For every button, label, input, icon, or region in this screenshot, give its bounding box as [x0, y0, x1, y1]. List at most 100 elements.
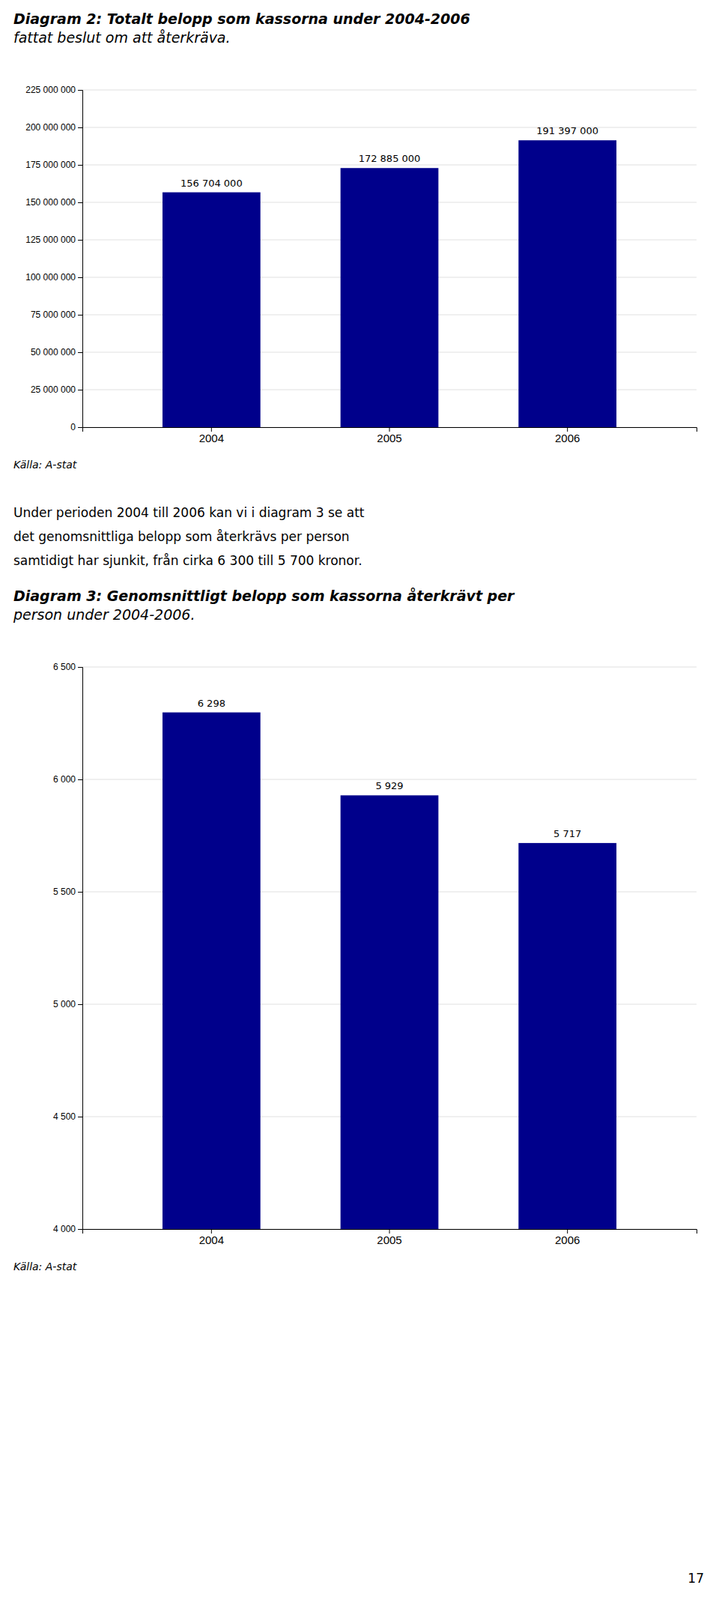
tick-mark: [77, 352, 83, 353]
tick-mark: [77, 277, 83, 278]
tick-label: 2005: [376, 431, 402, 445]
tick-label: 100 000 000: [25, 271, 76, 283]
tick: 150 000 000: [25, 196, 83, 208]
data-label: 191 397 000: [536, 125, 599, 137]
tick: 200 000 000: [25, 122, 83, 133]
tick: 4 500: [53, 1110, 83, 1122]
tick: 6 500: [53, 661, 83, 672]
page-number: 17: [687, 1569, 705, 1585]
data-label: 172 885 000: [358, 152, 421, 165]
tick-label: 50 000 000: [30, 346, 76, 358]
tick-mark: [77, 239, 83, 241]
tick: 2004: [199, 1228, 224, 1246]
annotation: Källa: A-stat: [13, 458, 78, 471]
tick-label: 4 000: [53, 1223, 76, 1234]
body-text: Under perioden 2004 till 2006 kan vi i d…: [13, 504, 365, 520]
tick-mark: [77, 314, 83, 316]
data-label: 5 929: [375, 779, 403, 791]
tick-mark: [77, 891, 83, 893]
x-axis: 2004 2005 2006: [83, 1228, 698, 1246]
tick-mark: [77, 1228, 83, 1230]
tick-mark: [77, 666, 83, 668]
tick-label: 25 000 000: [30, 384, 76, 395]
tick-label: 75 000 000: [30, 309, 76, 320]
tick-label: 5 500: [53, 886, 76, 897]
tick: 25 000 000: [30, 384, 83, 395]
tick-label: 200 000 000: [25, 122, 76, 133]
y-axis: 0 25 000 000 50 000 000 75 000 000 100 000 0…: [25, 84, 83, 433]
tick: 225 000 000: [25, 84, 83, 96]
tick-label: 2004: [199, 431, 224, 445]
grid: [82, 89, 697, 427]
tick-label: 0: [70, 421, 76, 433]
tick-label: 6 500: [53, 661, 76, 672]
axis-line: [77, 90, 84, 428]
tick-label: 150 000 000: [25, 196, 76, 208]
tick-mark: [77, 389, 83, 391]
bar: [518, 842, 617, 1229]
bars: [162, 712, 617, 1229]
tick-label: 2005: [376, 1232, 402, 1246]
tick-label: 125 000 000: [25, 234, 76, 245]
tick-mark: [77, 127, 83, 129]
tick-label: 5 000: [53, 998, 76, 1009]
x-axis: 2004 2005 2006: [83, 426, 698, 445]
tick: 0: [70, 421, 83, 433]
tick: 2004: [199, 426, 224, 445]
chart: Diagram 3: Genomsnittligt belopp som kas…: [12, 586, 698, 1600]
tick-label: 2006: [554, 431, 580, 445]
tick: 50 000 000: [30, 346, 83, 358]
tick: 4 000: [53, 1223, 83, 1234]
tick: 100 000 000: [25, 271, 83, 283]
tick-mark: [77, 426, 83, 428]
tick: 5 000: [53, 998, 83, 1009]
chart-title: Diagram 3: Genomsnittligt belopp som kas…: [12, 586, 520, 623]
data-labels: 6 298 5 929 5 717: [197, 697, 582, 839]
tick-mark: [77, 1003, 83, 1005]
axis-line: [77, 667, 84, 1230]
tick: 2005: [376, 1228, 402, 1246]
tick: 2005: [376, 426, 402, 445]
tick-label: 2006: [554, 1232, 580, 1246]
tick-label: 225 000 000: [25, 84, 76, 96]
tick: 2006: [554, 426, 580, 445]
bar: [518, 140, 617, 427]
data-labels: 156 704 000 172 885 000 191 397 000: [180, 125, 599, 188]
tick-mark: [77, 164, 83, 166]
tick: 6 000: [53, 773, 83, 785]
data-label: 5 717: [553, 827, 582, 839]
chart-title: Diagram 2: Totalt belopp som kassorna un…: [13, 10, 475, 46]
tick: 75 000 000: [30, 309, 83, 320]
data-label: 6 298: [197, 697, 226, 709]
grid-line: [82, 127, 697, 129]
tick: 175 000 000: [25, 159, 83, 171]
grid-line: [82, 666, 697, 668]
tick-label: 2004: [199, 1232, 224, 1246]
data-label: 156 704 000: [180, 177, 243, 189]
annotation: Källa: A-stat: [13, 1259, 78, 1272]
tick-mark: [77, 1115, 83, 1117]
title-line: Diagram 3: Genomsnittligt belopp som kas…: [13, 586, 516, 604]
tick: 125 000 000: [25, 234, 83, 245]
tick-label: 175 000 000: [25, 159, 76, 171]
tick-mark: [77, 202, 83, 203]
tick-mark: [77, 89, 83, 91]
tick-label: 4 500: [53, 1110, 76, 1122]
bar: [340, 167, 439, 427]
title-line: Diagram 2: Totalt belopp som kassorna un…: [13, 10, 471, 27]
bar: [340, 794, 439, 1229]
tick: 2006: [554, 1228, 580, 1246]
chart: Diagram 2: Totalt belopp som kassorna un…: [13, 10, 698, 471]
grid-line: [82, 89, 697, 91]
bar: [162, 712, 261, 1229]
body-text: det genomsnittliga belopp som återkrävs …: [13, 528, 350, 544]
title-line: fattat beslut om att återkräva.: [13, 29, 231, 46]
bars: [162, 140, 617, 427]
body-text: samtidigt har sjunkit, från cirka 6 300 …: [13, 552, 363, 568]
tick-label: 6 000: [53, 773, 76, 785]
title-line: person under 2004-2006.: [12, 605, 195, 623]
bar: [162, 192, 261, 427]
tick: 5 500: [53, 886, 83, 897]
tick-mark: [77, 778, 83, 780]
page: Diagram 2: Totalt belopp som kassorna un…: [0, 0, 719, 1600]
